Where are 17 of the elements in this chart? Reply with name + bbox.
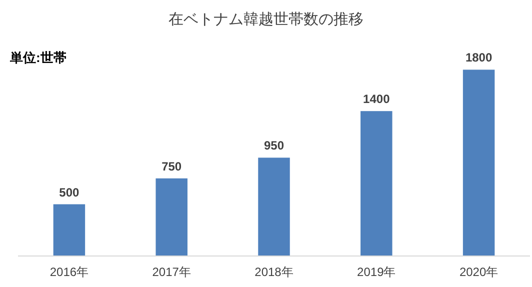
bar <box>53 204 86 256</box>
x-tick-label: 2020年 <box>459 265 498 279</box>
data-label: 950 <box>264 138 284 153</box>
data-label: 1800 <box>465 50 492 65</box>
text: 単位:世帯 <box>9 50 66 65</box>
data-label: 750 <box>162 159 182 174</box>
x-tick-label: 2018年 <box>254 265 294 279</box>
x-tick-label: 2019年 <box>357 265 396 279</box>
x-tick-label: 2017年 <box>152 265 191 279</box>
x-tick-label: 2016年 <box>50 265 89 279</box>
data-label: 1400 <box>363 92 390 106</box>
data-label: 500 <box>59 185 80 200</box>
bar <box>462 70 495 256</box>
bar <box>156 178 188 256</box>
chart-title: 在ベトナム韓越世帯数の推移 <box>168 11 364 28</box>
bar <box>258 158 290 256</box>
bar <box>360 111 392 256</box>
